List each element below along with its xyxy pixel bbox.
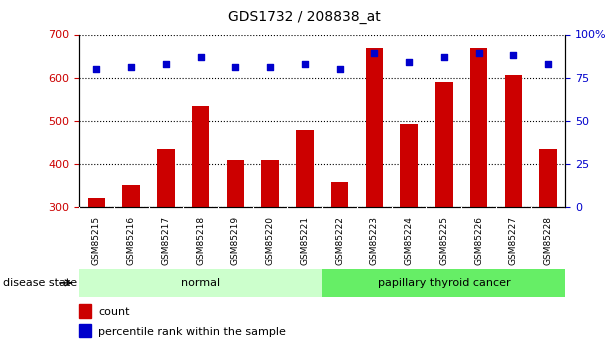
Bar [157, 149, 174, 207]
Text: GSM85217: GSM85217 [161, 216, 170, 265]
Point [370, 51, 379, 56]
Text: GSM85216: GSM85216 [126, 216, 136, 265]
Text: disease state: disease state [3, 278, 77, 288]
Bar [365, 48, 383, 207]
Bar [470, 48, 487, 207]
Point [230, 65, 240, 70]
Bar [79, 324, 91, 337]
Point [508, 52, 518, 58]
Point [439, 54, 449, 60]
Bar [435, 82, 452, 207]
Bar [505, 75, 522, 207]
Bar [227, 159, 244, 207]
Text: percentile rank within the sample: percentile rank within the sample [98, 327, 286, 337]
Point [474, 51, 483, 56]
Text: count: count [98, 307, 130, 317]
Text: GSM85220: GSM85220 [266, 216, 275, 265]
Point [196, 54, 206, 60]
Bar [322, 269, 565, 297]
Bar [331, 182, 348, 207]
Bar [261, 160, 279, 207]
Bar [79, 269, 322, 297]
Text: GSM85224: GSM85224 [404, 216, 413, 265]
Text: GSM85228: GSM85228 [544, 216, 553, 265]
Text: papillary thyroid cancer: papillary thyroid cancer [378, 278, 510, 288]
Point [265, 65, 275, 70]
Point [335, 66, 345, 72]
Text: GSM85219: GSM85219 [231, 216, 240, 265]
Text: GSM85221: GSM85221 [300, 216, 309, 265]
Point [300, 61, 309, 67]
Text: GSM85222: GSM85222 [335, 216, 344, 265]
Text: GDS1732 / 208838_at: GDS1732 / 208838_at [227, 10, 381, 24]
Text: GSM85218: GSM85218 [196, 216, 205, 265]
Bar [539, 149, 557, 207]
Bar [296, 130, 314, 207]
Bar [192, 106, 209, 207]
Bar [88, 198, 105, 207]
Text: GSM85226: GSM85226 [474, 216, 483, 265]
Text: GSM85223: GSM85223 [370, 216, 379, 265]
Point [126, 65, 136, 70]
Text: GSM85227: GSM85227 [509, 216, 518, 265]
Text: GSM85215: GSM85215 [92, 216, 101, 265]
Bar [79, 304, 91, 317]
Bar [401, 124, 418, 207]
Point [543, 61, 553, 67]
Bar [122, 186, 140, 207]
Point [404, 59, 414, 65]
Point [161, 61, 171, 67]
Point [92, 66, 102, 72]
Text: GSM85225: GSM85225 [440, 216, 448, 265]
Text: normal: normal [181, 278, 220, 288]
